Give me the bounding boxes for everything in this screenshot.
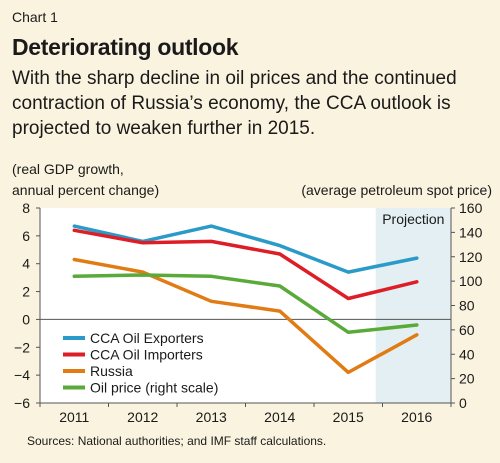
x-tick-label: 2013 xyxy=(196,409,227,425)
chart-title: Deteriorating outlook xyxy=(12,34,239,60)
chart-number-label: Chart 1 xyxy=(12,9,58,25)
right-tick-label: 120 xyxy=(459,249,483,265)
right-tick-label: 20 xyxy=(459,371,475,387)
projection-shade xyxy=(375,208,451,403)
x-tick-label: 2014 xyxy=(264,409,295,425)
series-line-cca-oil-importers xyxy=(72,228,419,301)
left-tick-label: 8 xyxy=(22,200,30,216)
left-tick-label: 2 xyxy=(22,284,30,300)
left-axis-unit: (real GDP growth, annual percent change) xyxy=(12,159,232,201)
left-tick-label: −4 xyxy=(14,367,30,383)
left-tick-label: −6 xyxy=(14,395,30,411)
right-tick-label: 140 xyxy=(459,224,483,240)
right-tick-label: 40 xyxy=(459,346,475,362)
right-axis-unit: (average petroleum spot price) xyxy=(301,182,492,198)
left-tick-label: 6 xyxy=(22,228,30,244)
right-tick-label: 160 xyxy=(459,200,483,216)
left-axis-unit-line1: (real GDP growth, xyxy=(12,161,124,177)
source-note: Sources: National authorities; and IMF s… xyxy=(27,434,327,448)
projection-label: Projection xyxy=(382,211,444,227)
legend-label: CCA Oil Importers xyxy=(90,347,203,363)
x-tick-label: 2011 xyxy=(59,409,89,425)
right-tick-label: 0 xyxy=(459,395,467,411)
series-line-oil-price-right-scale xyxy=(72,273,419,335)
legend-label: Russia xyxy=(90,363,133,379)
left-tick-label: 4 xyxy=(22,256,30,272)
x-tick-label: 2015 xyxy=(333,409,364,425)
series-line-cca-oil-exporters xyxy=(72,224,419,274)
left-axis-unit-line2: annual percent change) xyxy=(12,182,160,198)
left-tick-label: 0 xyxy=(22,311,30,327)
legend-label: Oil price (right scale) xyxy=(90,380,218,396)
right-tick-label: 80 xyxy=(459,298,475,314)
chart-subtitle: With the sharp decline in oil prices and… xyxy=(12,68,457,139)
x-tick-label: 2012 xyxy=(127,409,158,425)
right-tick-label: 60 xyxy=(459,322,475,338)
left-tick-label: −2 xyxy=(14,339,30,355)
x-tick-label: 2016 xyxy=(401,409,432,425)
right-tick-label: 100 xyxy=(459,273,483,289)
series-line-russia xyxy=(72,257,419,375)
legend-label: CCA Oil Exporters xyxy=(90,330,204,346)
